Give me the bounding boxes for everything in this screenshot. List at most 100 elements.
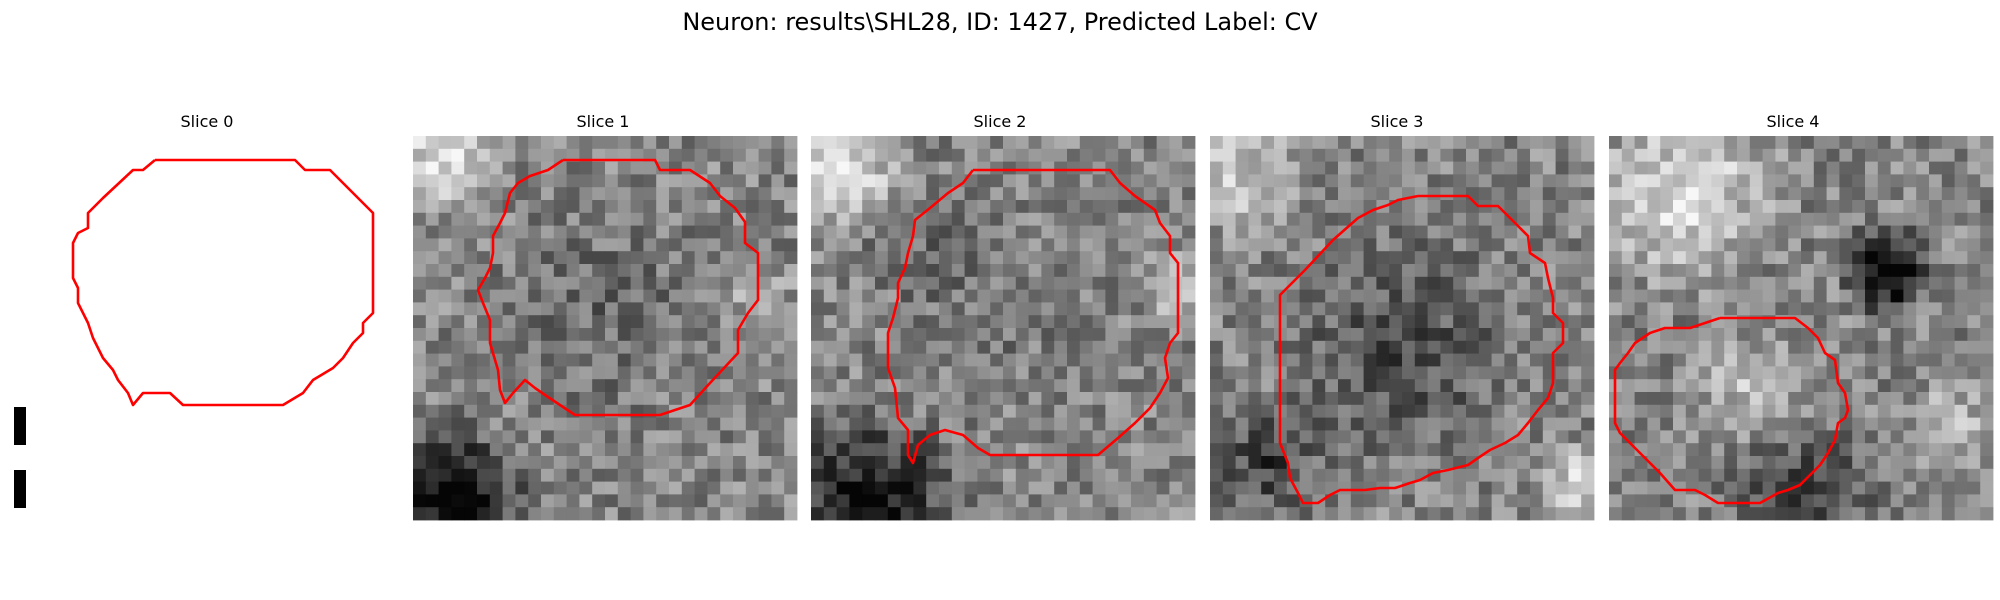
image-pixel (1711, 187, 1725, 201)
image-pixel (1530, 417, 1544, 431)
image-pixel (1210, 238, 1224, 252)
panel-title: Slice 3 (1371, 112, 1424, 131)
image-pixel (1941, 251, 1955, 265)
image-pixel (1402, 200, 1416, 214)
image-pixel (913, 328, 927, 342)
image-pixel (1762, 328, 1776, 342)
image-pixel (1453, 353, 1467, 367)
image-pixel (1312, 379, 1326, 393)
image-pixel (451, 238, 465, 252)
image-pixel (1015, 404, 1029, 418)
image-pixel (1041, 302, 1055, 316)
image-pixel (1028, 417, 1042, 431)
image-pixel (438, 468, 452, 482)
image-pixel (1801, 430, 1815, 444)
image-pixel (1350, 392, 1364, 406)
image-pixel (926, 174, 940, 188)
image-pixel (1724, 136, 1738, 150)
image-pixel (1504, 136, 1518, 150)
image-pixel (1015, 328, 1029, 342)
image-pixel (1325, 456, 1339, 470)
image-pixel (1724, 507, 1738, 521)
image-pixel (643, 430, 657, 444)
image-pixel (1350, 148, 1364, 162)
image-pixel (1402, 443, 1416, 457)
image-pixel (823, 494, 837, 508)
image-pixel (1530, 212, 1544, 226)
image-pixel (1003, 417, 1017, 431)
image-pixel (1504, 340, 1518, 354)
image-pixel (1248, 392, 1262, 406)
image-pixel (1775, 430, 1789, 444)
image-pixel (1299, 212, 1313, 226)
image-pixel (1143, 174, 1157, 188)
image-pixel (1235, 251, 1249, 265)
image-pixel (1389, 276, 1403, 290)
image-pixel (515, 238, 529, 252)
image-pixel (1852, 289, 1866, 303)
image-pixel (1698, 276, 1712, 290)
image-pixel (1967, 392, 1981, 406)
image-pixel (656, 136, 670, 150)
image-pixel (1954, 315, 1968, 329)
image-pixel (862, 276, 876, 290)
image-pixel (592, 251, 606, 265)
image-pixel (1530, 430, 1544, 444)
image-pixel (1054, 481, 1068, 495)
image-pixel (1737, 494, 1751, 508)
image-pixel (1916, 366, 1930, 380)
image-pixel (1865, 353, 1879, 367)
image-pixel (1350, 238, 1364, 252)
image-pixel (836, 264, 850, 278)
image-pixel (694, 212, 708, 226)
image-pixel (1621, 456, 1635, 470)
image-pixel (1711, 289, 1725, 303)
image-pixel (1517, 468, 1531, 482)
image-pixel (849, 289, 863, 303)
image-pixel (1028, 507, 1042, 521)
image-pixel (489, 174, 503, 188)
image-pixel (1517, 507, 1531, 521)
image-pixel (413, 456, 427, 470)
image-pixel (1235, 494, 1249, 508)
image-pixel (887, 238, 901, 252)
image-pixel (1453, 148, 1467, 162)
image-pixel (1222, 392, 1236, 406)
image-pixel (1261, 212, 1275, 226)
image-pixel (745, 443, 759, 457)
image-pixel (1647, 225, 1661, 239)
image-pixel (1414, 238, 1428, 252)
image-pixel (1609, 212, 1623, 226)
image-pixel (1724, 392, 1738, 406)
image-pixel (1813, 366, 1827, 380)
image-pixel (1235, 289, 1249, 303)
image-pixel (1143, 353, 1157, 367)
image-pixel (1826, 264, 1840, 278)
image-pixel (1003, 136, 1017, 150)
image-pixel (784, 200, 798, 214)
image-pixel (811, 456, 825, 470)
image-pixel (1261, 379, 1275, 393)
image-pixel (1325, 417, 1339, 431)
image-pixel (1003, 328, 1017, 342)
image-pixel (1941, 481, 1955, 495)
image-pixel (617, 379, 631, 393)
image-pixel (1235, 225, 1249, 239)
image-pixel (477, 136, 491, 150)
image-pixel (528, 481, 542, 495)
image-pixel (477, 481, 491, 495)
image-pixel (720, 264, 734, 278)
image-pixel (1517, 328, 1531, 342)
image-pixel (553, 340, 567, 354)
image-pixel (811, 481, 825, 495)
image-pixel (579, 238, 593, 252)
image-pixel (1865, 276, 1879, 290)
image-pixel (733, 289, 747, 303)
image-pixel (477, 200, 491, 214)
image-pixel (694, 315, 708, 329)
image-pixel (1092, 328, 1106, 342)
image-pixel (926, 353, 940, 367)
image-pixel (862, 161, 876, 175)
image-pixel (1299, 136, 1313, 150)
